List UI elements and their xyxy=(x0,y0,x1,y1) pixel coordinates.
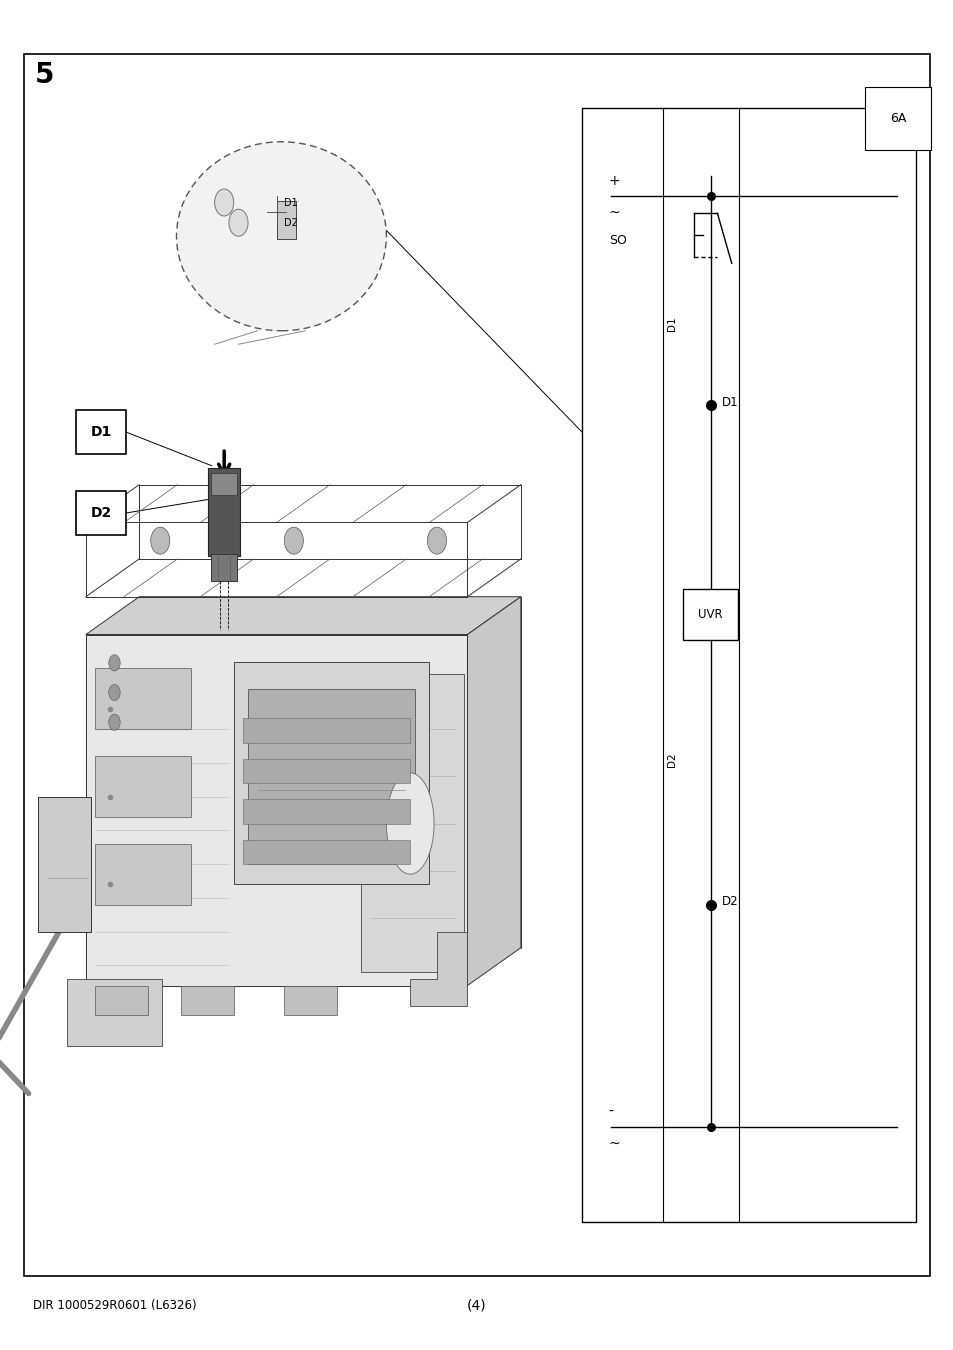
Bar xyxy=(95,986,148,1015)
Circle shape xyxy=(284,526,303,555)
Circle shape xyxy=(109,655,120,671)
Bar xyxy=(581,108,915,1222)
Circle shape xyxy=(229,209,248,236)
Polygon shape xyxy=(86,597,520,634)
Text: D1: D1 xyxy=(91,425,112,439)
Circle shape xyxy=(427,526,446,555)
Bar xyxy=(76,410,126,454)
Text: SO: SO xyxy=(608,234,626,247)
Circle shape xyxy=(109,714,120,730)
Bar xyxy=(95,844,191,904)
Polygon shape xyxy=(67,979,162,1046)
Text: ~: ~ xyxy=(608,205,619,219)
Text: D2: D2 xyxy=(666,752,676,767)
Text: D2: D2 xyxy=(91,506,112,520)
Bar xyxy=(243,718,410,743)
Text: D1: D1 xyxy=(666,317,676,331)
Text: ~: ~ xyxy=(608,1137,619,1150)
Polygon shape xyxy=(38,796,91,932)
Text: (4): (4) xyxy=(467,1299,486,1312)
Bar xyxy=(211,472,237,495)
Bar xyxy=(284,986,336,1015)
Bar xyxy=(682,589,738,640)
Bar xyxy=(360,674,463,972)
Text: 5: 5 xyxy=(35,61,54,89)
Bar xyxy=(243,759,410,783)
Circle shape xyxy=(151,526,170,555)
Bar xyxy=(243,840,410,864)
Bar xyxy=(233,662,429,884)
Bar xyxy=(76,491,126,535)
Text: UVR: UVR xyxy=(698,608,722,621)
Bar xyxy=(181,986,233,1015)
Text: D2: D2 xyxy=(721,895,738,909)
Ellipse shape xyxy=(176,142,386,331)
Circle shape xyxy=(109,684,120,701)
Bar xyxy=(248,688,415,864)
Text: 6A: 6A xyxy=(889,112,905,126)
Bar xyxy=(208,468,240,556)
Polygon shape xyxy=(410,931,467,1006)
Polygon shape xyxy=(86,634,467,986)
Text: +: + xyxy=(608,174,619,188)
Bar xyxy=(95,668,191,729)
Text: DIR 1000529R0601 (L6326): DIR 1000529R0601 (L6326) xyxy=(33,1299,197,1312)
Text: -: - xyxy=(608,1106,613,1119)
Ellipse shape xyxy=(386,772,434,875)
Polygon shape xyxy=(467,597,520,986)
Text: D1: D1 xyxy=(721,396,738,409)
Bar xyxy=(276,201,295,239)
Bar xyxy=(95,756,191,817)
Text: D2: D2 xyxy=(284,217,297,228)
Circle shape xyxy=(214,189,233,216)
Bar xyxy=(243,799,410,824)
Text: D1: D1 xyxy=(284,197,297,208)
Bar xyxy=(211,554,237,580)
